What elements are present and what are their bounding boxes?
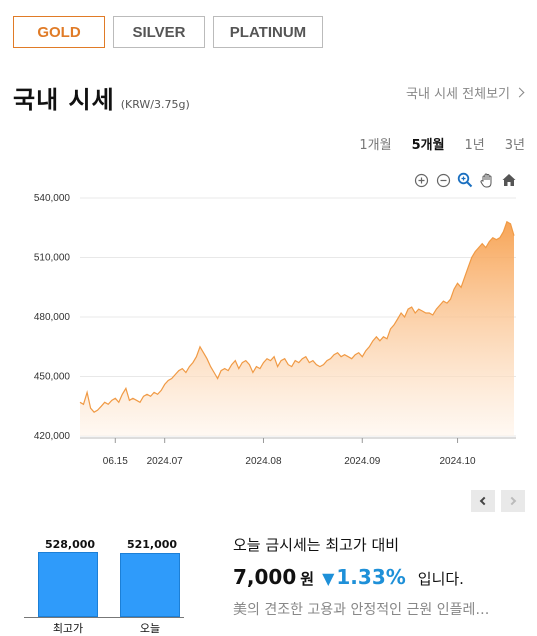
diff-unit: 원	[300, 570, 315, 588]
period-selector: 1개월 5개월 1년 3년	[359, 134, 525, 153]
x-tick-label: 06.15	[103, 456, 128, 467]
x-tick-label: 2024.08	[245, 456, 282, 467]
tab-platinum[interactable]: PLATINUM	[213, 16, 323, 48]
bar-label-today: 오늘	[139, 622, 161, 635]
summary-line: 오늘 금시세는 최고가 대비	[233, 536, 400, 554]
bar-value-today: 521,000	[126, 538, 178, 551]
title-row: 국내 시세 (KRW/3.75g)	[13, 80, 190, 115]
diff-amount: 7,000	[233, 565, 297, 589]
unit-label: (KRW/3.75g)	[120, 98, 190, 111]
bar-label-high: 최고가	[52, 622, 84, 635]
magnifier-icon[interactable]	[457, 172, 473, 188]
x-tick-label: 2024.07	[147, 456, 184, 467]
compare-bars: 528,000 521,000 최고가 오늘	[24, 536, 184, 636]
home-icon[interactable]	[501, 172, 517, 188]
zoom-out-icon[interactable]	[435, 172, 451, 188]
chevron-left-icon[interactable]	[471, 490, 495, 512]
y-tick-label: 480,000	[34, 312, 71, 323]
period-5m[interactable]: 5개월	[411, 138, 445, 153]
summary-diff: 7,000 원 ▼ 1.33% 입니다.	[233, 565, 529, 589]
page-title: 국내 시세	[13, 86, 115, 114]
price-chart: 540,000 510,000 480,000 450,000 420,000 06.1…	[34, 193, 516, 467]
price-line	[79, 220, 515, 413]
period-3y[interactable]: 3년	[504, 138, 525, 153]
period-1m[interactable]: 1개월	[359, 138, 392, 153]
chevron-right-icon	[514, 87, 525, 98]
y-tick-label: 420,000	[34, 431, 71, 442]
down-arrow-icon: ▼	[322, 569, 335, 588]
summary-tail: 입니다.	[417, 570, 464, 588]
y-tick-label: 510,000	[34, 253, 71, 264]
period-1y[interactable]: 1년	[464, 138, 485, 153]
bar-today	[120, 552, 180, 617]
bar-value-high: 528,000	[44, 538, 96, 551]
metal-tabs: GOLD SILVER PLATINUM	[13, 16, 323, 48]
x-tick-label: 2024.10	[439, 456, 476, 467]
x-tick-label: 2024.09	[344, 456, 381, 467]
pan-hand-icon[interactable]	[479, 172, 495, 188]
news-pager	[471, 490, 525, 512]
bar-baseline	[24, 617, 184, 618]
summary: 오늘 금시세는 최고가 대비 7,000 원 ▼ 1.33% 입니다. 美의 견…	[233, 534, 529, 619]
diff-percent: 1.33%	[336, 565, 406, 589]
view-all-label: 국내 시세 전체보기	[406, 87, 510, 102]
view-all-link[interactable]: 국내 시세 전체보기	[406, 83, 525, 102]
chart-toolbar	[413, 172, 517, 188]
y-tick-label: 540,000	[34, 193, 71, 204]
chevron-right-icon[interactable]	[501, 490, 525, 512]
news-headline[interactable]: 美의 견조한 고용과 안정적인 근원 인플레…	[233, 602, 490, 618]
bar-high	[38, 552, 98, 617]
price-area	[80, 221, 514, 436]
tab-gold[interactable]: GOLD	[13, 16, 105, 48]
tab-silver[interactable]: SILVER	[113, 16, 205, 48]
y-tick-label: 450,000	[34, 372, 71, 383]
zoom-in-icon[interactable]	[413, 172, 429, 188]
